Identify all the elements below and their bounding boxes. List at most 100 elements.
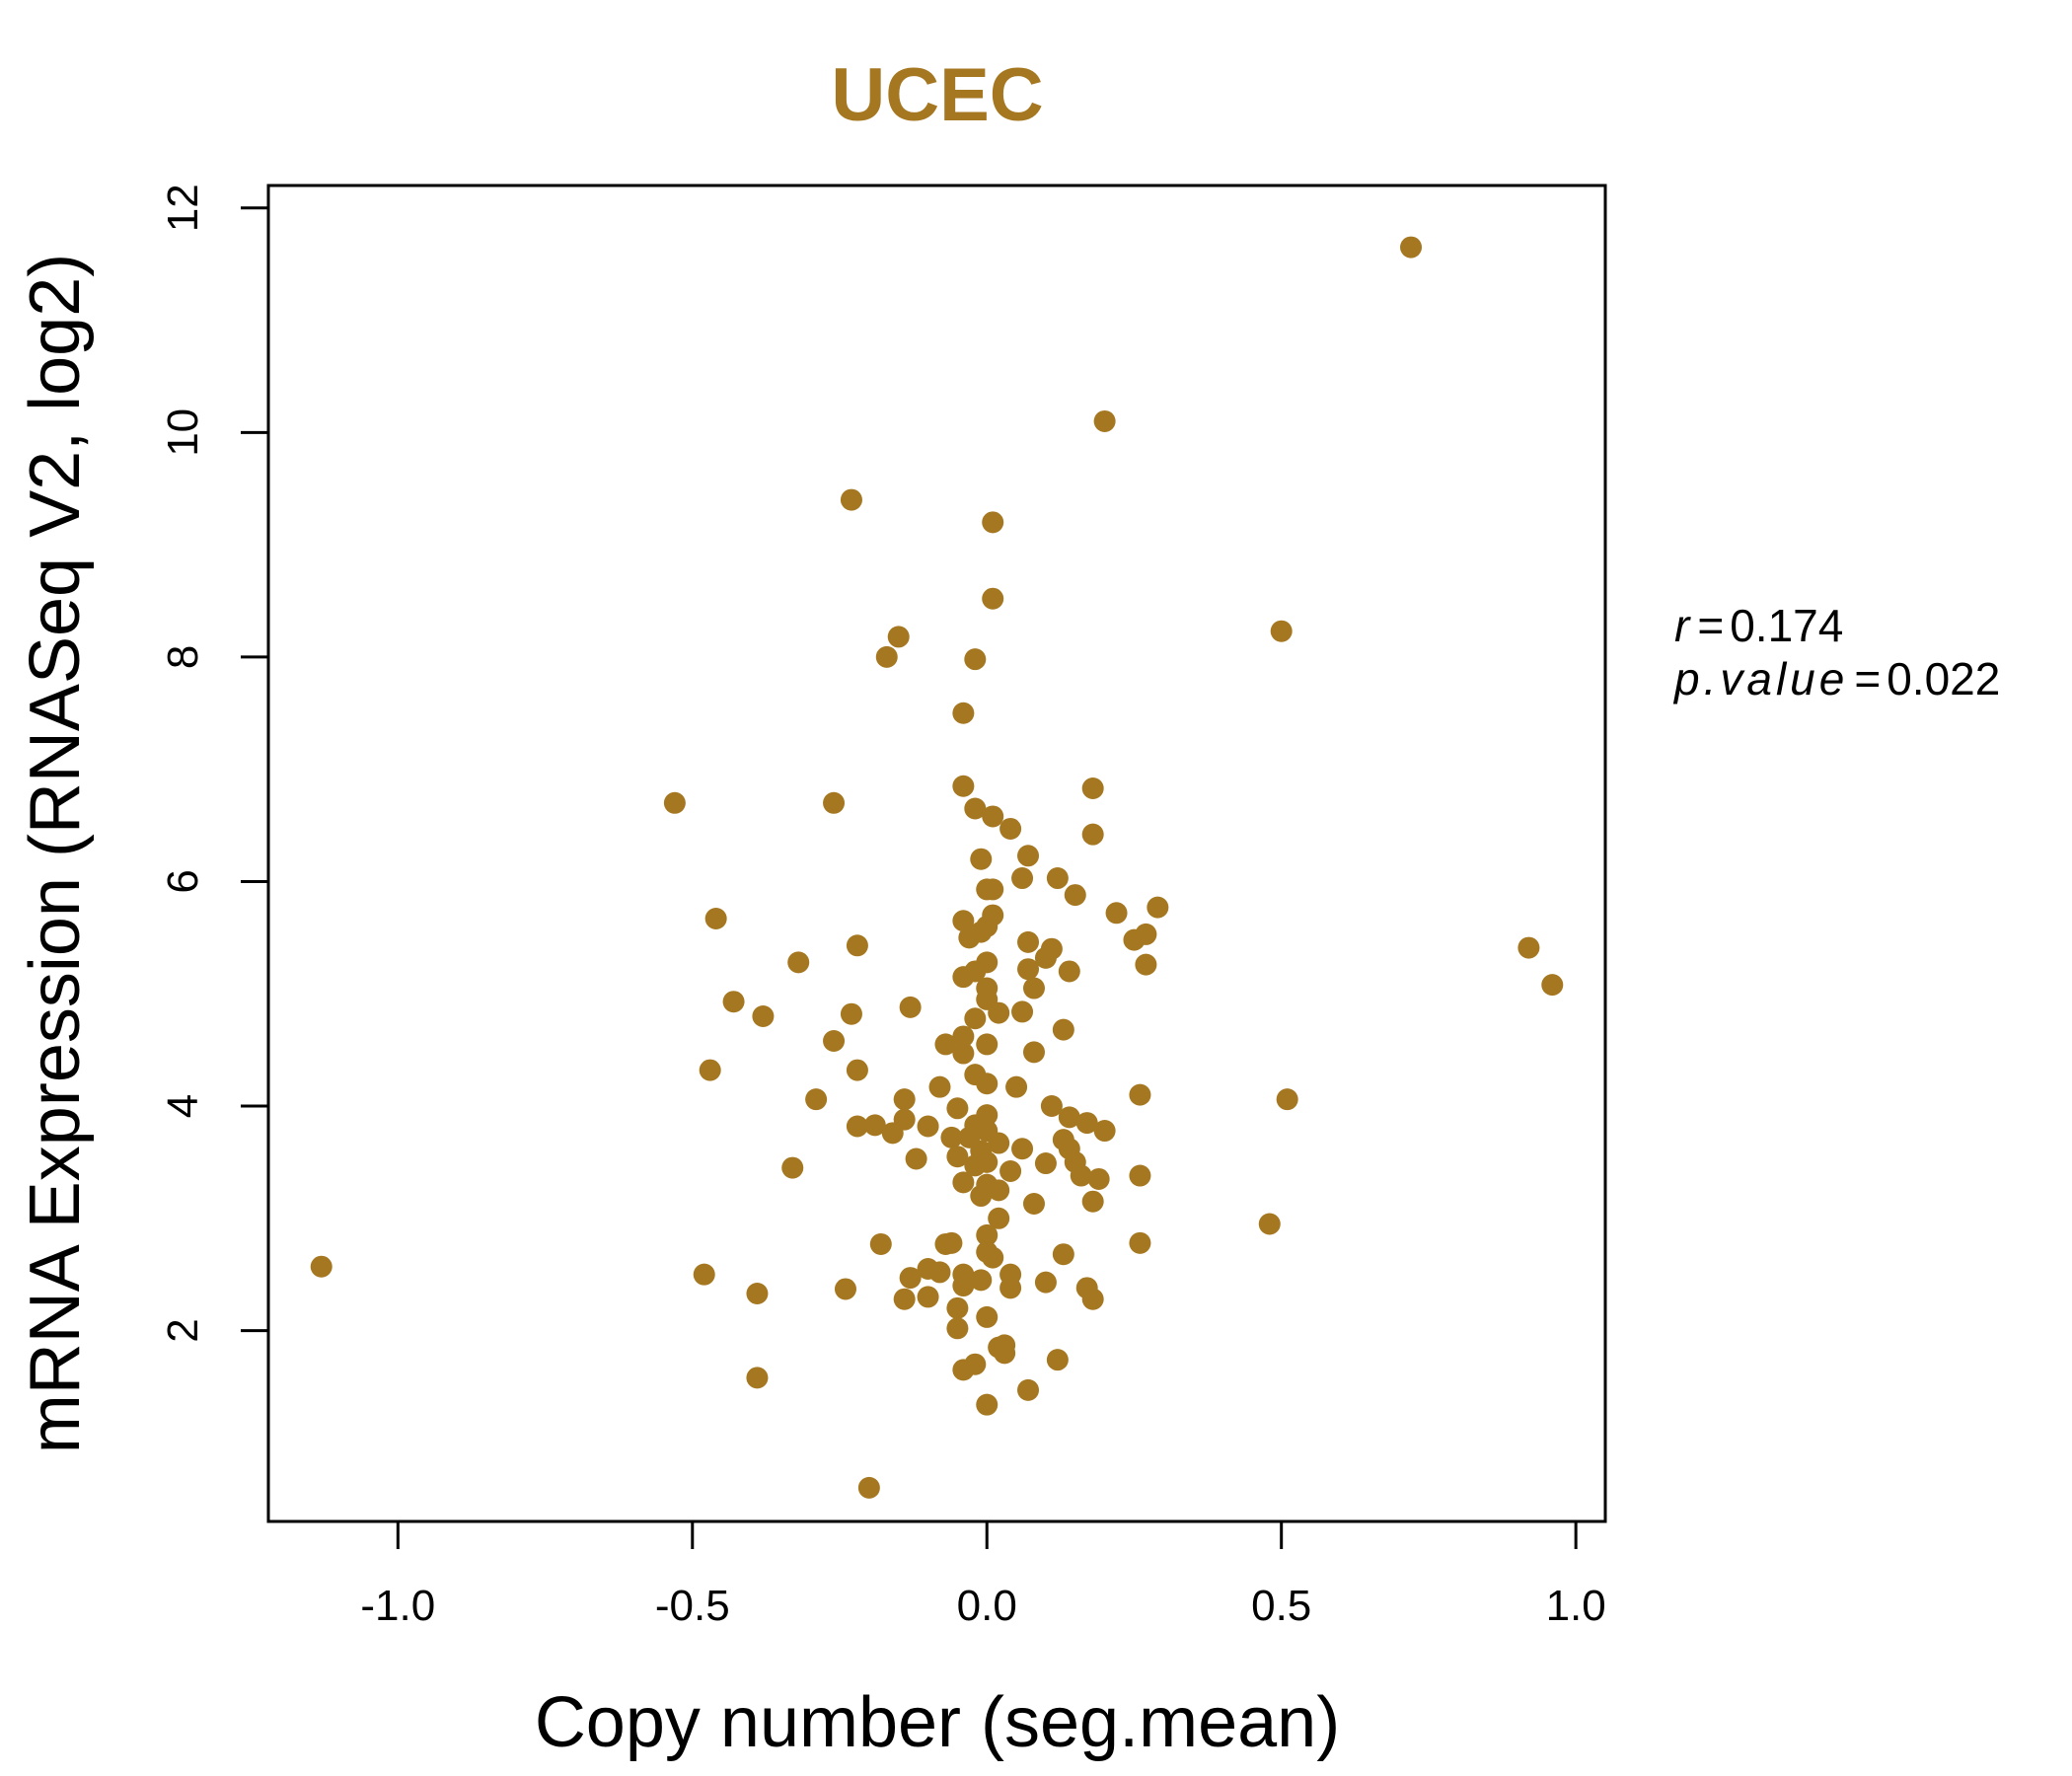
data-point xyxy=(934,1033,957,1056)
data-point xyxy=(928,1261,951,1284)
data-point xyxy=(746,1367,769,1389)
r-stat-line: r = 0.174 xyxy=(1674,600,1843,651)
data-point xyxy=(1052,1243,1074,1266)
data-point xyxy=(1017,845,1040,867)
data-point xyxy=(964,648,987,671)
data-point xyxy=(905,1147,927,1170)
x-tick-label: 1.0 xyxy=(1546,1582,1606,1630)
data-point xyxy=(1058,1106,1080,1129)
data-point xyxy=(1081,777,1104,800)
data-point xyxy=(982,878,1004,901)
data-point xyxy=(994,1342,1016,1365)
data-point xyxy=(805,1088,828,1111)
data-point xyxy=(857,1476,880,1499)
data-point xyxy=(964,1154,987,1177)
data-point xyxy=(704,907,727,929)
data-point xyxy=(964,797,987,820)
data-point xyxy=(663,791,686,814)
data-point xyxy=(722,991,745,1013)
data-point xyxy=(1276,1088,1298,1111)
data-point xyxy=(823,1030,846,1053)
data-point xyxy=(988,1179,1010,1202)
data-point xyxy=(875,645,898,668)
data-point xyxy=(970,921,993,943)
y-tick-label: 2 xyxy=(159,1318,207,1342)
data-point xyxy=(952,702,975,724)
y-axis: 2 4 6 8 10 12 xyxy=(159,184,270,1343)
data-point xyxy=(1017,958,1040,981)
data-point xyxy=(1011,1138,1034,1160)
data-point xyxy=(1052,1018,1074,1041)
data-point xyxy=(952,966,975,989)
data-point xyxy=(1081,1288,1104,1310)
data-point xyxy=(1034,1152,1057,1175)
data-point xyxy=(1093,1120,1116,1143)
data-point xyxy=(999,1160,1022,1183)
data-point xyxy=(970,1185,993,1208)
data-point xyxy=(899,996,922,1018)
data-point xyxy=(988,1001,1010,1024)
data-point xyxy=(917,1115,939,1138)
data-point xyxy=(1135,923,1157,945)
data-point xyxy=(1081,823,1104,846)
data-point xyxy=(1022,1192,1045,1215)
p-stat-line: p.value = 0.022 xyxy=(1672,653,2000,704)
data-point xyxy=(1064,884,1086,907)
data-point xyxy=(982,587,1004,610)
data-point xyxy=(1147,896,1169,919)
data-point xyxy=(1400,236,1423,259)
p-label: p.value xyxy=(1672,653,1848,704)
data-point xyxy=(1034,946,1057,969)
data-point xyxy=(970,1269,993,1292)
data-point xyxy=(952,1171,975,1194)
data-point xyxy=(887,626,910,648)
data-point xyxy=(1034,1271,1057,1294)
data-point xyxy=(946,1097,969,1120)
data-point xyxy=(928,1075,951,1098)
data-point xyxy=(1129,1231,1151,1254)
data-point xyxy=(1046,1349,1069,1371)
data-point xyxy=(693,1263,715,1286)
data-point xyxy=(1022,1041,1045,1064)
data-point xyxy=(964,1007,987,1030)
data-point xyxy=(946,1146,969,1168)
y-tick-label: 10 xyxy=(159,408,207,457)
data-point xyxy=(1105,902,1128,925)
x-tick-label: 0.0 xyxy=(957,1582,1017,1630)
data-point xyxy=(1011,867,1034,890)
p-value: 0.022 xyxy=(1887,653,2000,704)
data-point xyxy=(976,1033,999,1056)
data-point xyxy=(999,1277,1022,1299)
data-point xyxy=(1541,974,1564,997)
data-point xyxy=(982,1246,1004,1269)
data-point xyxy=(946,1296,969,1319)
data-point xyxy=(952,775,975,797)
data-point xyxy=(781,1156,804,1179)
x-tick-label: 0.5 xyxy=(1251,1582,1311,1630)
data-point xyxy=(746,1283,769,1305)
data-point xyxy=(846,1059,868,1081)
data-point xyxy=(1011,1000,1034,1023)
data-point xyxy=(952,1025,975,1048)
y-tick-label: 12 xyxy=(159,184,207,232)
y-axis-title: mRNA Expression (RNASeq V2, log2) xyxy=(16,254,95,1453)
r-label: r xyxy=(1674,600,1691,651)
data-point xyxy=(752,1004,775,1027)
data-point xyxy=(940,1231,963,1254)
chart-title: UCEC xyxy=(831,53,1043,137)
data-point xyxy=(976,1223,999,1246)
y-tick-label: 4 xyxy=(159,1094,207,1118)
data-point xyxy=(1017,930,1040,953)
data-point xyxy=(952,1042,975,1065)
data-point xyxy=(982,511,1004,534)
data-point xyxy=(1270,620,1293,642)
data-point xyxy=(970,848,993,870)
data-point xyxy=(893,1288,916,1310)
data-point xyxy=(899,1267,922,1290)
data-point xyxy=(1005,1075,1028,1098)
data-point xyxy=(988,1132,1010,1154)
data-point xyxy=(982,805,1004,828)
y-tick-label: 6 xyxy=(159,869,207,893)
data-point xyxy=(1093,409,1116,432)
